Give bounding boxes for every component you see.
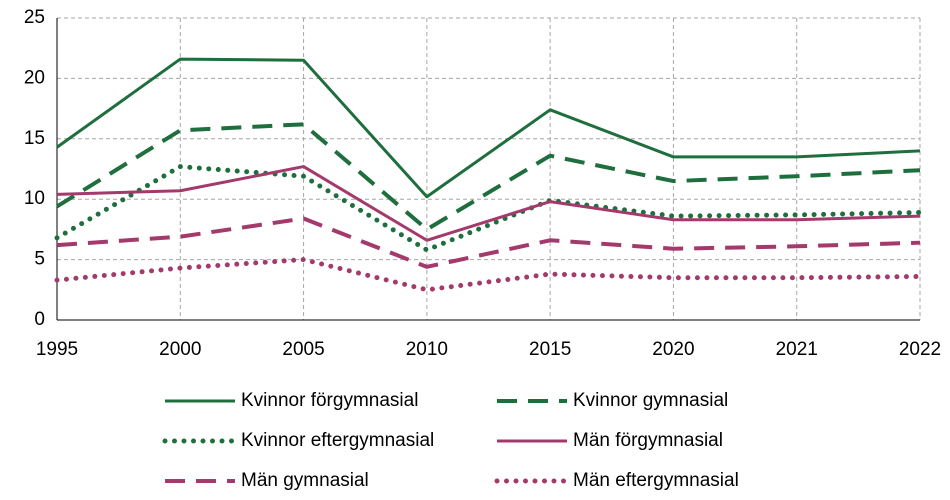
legend-label: Kvinnor gymnasial (573, 390, 728, 411)
legend-label: Män gymnasial (241, 470, 369, 491)
series-line (56, 165, 921, 242)
x-tick-label: 2021 (776, 339, 818, 360)
x-tick-label: 2022 (899, 339, 941, 360)
y-tick-label: 15 (24, 128, 45, 149)
x-tick-label: 1995 (36, 339, 78, 360)
series-line (56, 57, 921, 199)
legend-label: Män eftergymnasial (573, 470, 739, 491)
series-line (54, 164, 923, 253)
y-tick-label: 20 (24, 67, 45, 88)
x-tick-label: 2015 (529, 339, 571, 360)
series-line (55, 122, 921, 232)
x-tick-label: 2020 (652, 339, 694, 360)
y-tick-label: 10 (24, 188, 45, 209)
y-tick-label: 5 (34, 249, 45, 270)
series-line (54, 257, 923, 293)
x-tick-label: 2005 (282, 339, 324, 360)
legend-label: Män förgymnasial (573, 430, 723, 451)
legend-label: Kvinnor eftergymnasial (241, 430, 434, 451)
legend-label: Kvinnor förgymnasial (241, 390, 418, 411)
x-tick-label: 2000 (159, 339, 201, 360)
y-tick-label: 0 (34, 309, 45, 330)
y-tick-label: 25 (24, 7, 45, 28)
series-line (56, 216, 921, 269)
x-tick-label: 2010 (406, 339, 448, 360)
